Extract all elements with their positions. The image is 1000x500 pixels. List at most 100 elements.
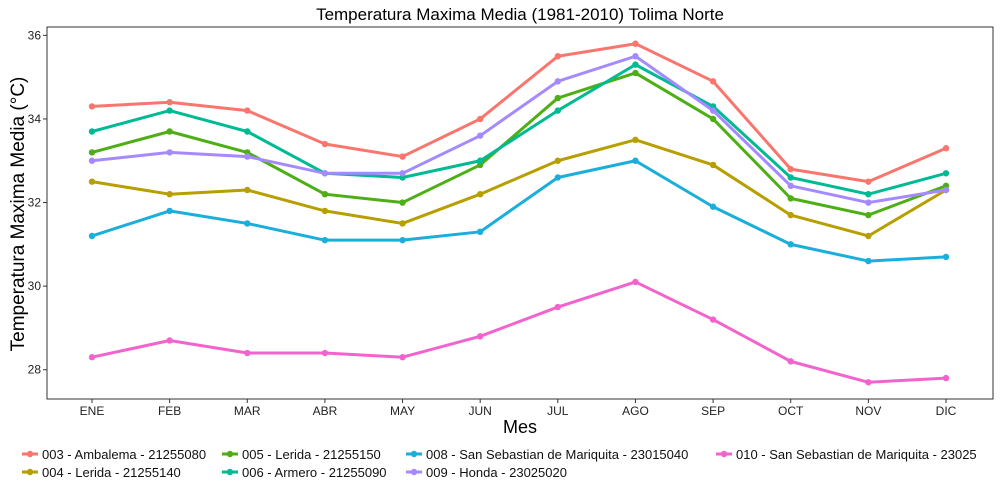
series-layer — [88, 40, 950, 386]
y-tick-label: 36 — [28, 28, 42, 42]
x-tick-label: ABR — [313, 404, 338, 418]
series-5 — [88, 157, 950, 265]
data-point — [166, 207, 173, 215]
data-point — [787, 182, 794, 190]
data-point — [399, 236, 406, 244]
data-point — [476, 115, 484, 123]
series-2 — [88, 136, 950, 240]
data-point — [942, 170, 950, 177]
legend-item-7: 010 - San Sebastian de Mariquita - 23025 — [716, 447, 977, 462]
data-point — [321, 236, 329, 244]
series-6 — [88, 53, 950, 206]
series-line — [91, 63, 947, 196]
legend-key-point — [720, 450, 728, 458]
data-point — [632, 40, 639, 47]
y-tick-label: 34 — [28, 112, 42, 126]
data-point — [166, 107, 173, 114]
x-tick-label: MAY — [390, 404, 415, 418]
data-point — [88, 157, 96, 164]
data-point — [88, 103, 96, 110]
data-point — [88, 232, 96, 240]
data-point — [321, 349, 329, 357]
legend-label: 009 - Honda - 23025020 — [426, 465, 567, 480]
data-point — [787, 195, 794, 202]
data-point — [787, 211, 794, 219]
data-point — [244, 349, 251, 357]
data-point — [244, 153, 251, 160]
legend-item-6: 009 - Honda - 23025020 — [406, 465, 567, 480]
data-point — [632, 69, 639, 77]
data-point — [244, 220, 251, 227]
data-point — [166, 337, 173, 344]
x-tick-label: MAR — [234, 404, 261, 418]
legend-item-5: 008 - San Sebastian de Mariquita - 23015… — [406, 447, 688, 462]
data-point — [554, 303, 562, 311]
legend-label: 006 - Armero - 21255090 — [242, 465, 387, 480]
legend-key-point — [226, 468, 234, 476]
x-axis-label: Mes — [503, 417, 537, 437]
data-point — [865, 257, 872, 265]
data-point — [942, 374, 950, 382]
data-point — [554, 94, 562, 102]
data-point — [709, 316, 717, 323]
data-point — [865, 199, 872, 206]
series-7 — [88, 278, 950, 386]
data-point — [88, 149, 96, 156]
y-axis-label: Temperatura Maxima Media (°C) — [8, 77, 29, 352]
legend-item-2: 004 - Lerida - 21255140 — [22, 465, 181, 480]
data-point — [554, 78, 562, 85]
data-point — [321, 170, 329, 177]
legend-label: 004 - Lerida - 21255140 — [42, 465, 181, 480]
data-point — [399, 170, 406, 177]
data-point — [632, 157, 639, 164]
series-line — [91, 280, 947, 384]
plot-panel — [46, 26, 994, 400]
data-point — [554, 107, 562, 114]
data-point — [399, 153, 406, 160]
data-point — [709, 203, 717, 210]
data-point — [321, 190, 329, 198]
x-tick-label: AGO — [622, 404, 649, 418]
x-tick-label: FEB — [158, 404, 181, 418]
data-point — [166, 128, 173, 135]
data-point — [166, 99, 173, 106]
data-point — [942, 145, 950, 152]
data-point — [865, 232, 872, 240]
series-line — [91, 54, 947, 205]
data-point — [865, 190, 872, 198]
data-point — [942, 253, 950, 261]
legend-key-point — [26, 450, 34, 458]
data-point — [321, 140, 329, 148]
series-line — [91, 159, 947, 263]
data-point — [166, 190, 173, 198]
x-tick-label: DIC — [936, 404, 957, 418]
x-tick-label: SEP — [701, 404, 725, 418]
legend-label: 008 - San Sebastian de Mariquita - 23015… — [426, 447, 688, 462]
x-tick-label: NOV — [855, 404, 881, 418]
legend-key-point — [410, 468, 418, 476]
data-point — [476, 190, 484, 198]
legend-key-point — [410, 450, 418, 458]
data-point — [244, 186, 251, 194]
legend-item-4: 006 - Armero - 21255090 — [222, 465, 387, 480]
data-point — [787, 174, 794, 181]
series-line — [91, 138, 947, 238]
data-point — [554, 53, 562, 60]
data-point — [476, 157, 484, 164]
legend-item-1: 003 - Ambalema - 21255080 — [22, 447, 206, 462]
data-point — [399, 220, 406, 227]
data-point — [632, 61, 639, 68]
data-point — [166, 149, 173, 156]
legend-key-point — [26, 468, 34, 476]
x-tick-label: JUN — [469, 404, 492, 418]
legend-key-point — [226, 450, 234, 458]
data-point — [88, 178, 96, 185]
y-tick-label: 32 — [28, 196, 42, 210]
x-axis: ENE FEB MAR ABR MAY JUN JUL AGO SEP OCT NOV DIC — [80, 399, 957, 418]
data-point — [709, 161, 717, 169]
x-tick-label: ENE — [80, 404, 105, 418]
data-point — [399, 199, 406, 206]
legend-label: 003 - Ambalema - 21255080 — [42, 447, 206, 462]
data-point — [787, 241, 794, 248]
data-point — [476, 228, 484, 236]
